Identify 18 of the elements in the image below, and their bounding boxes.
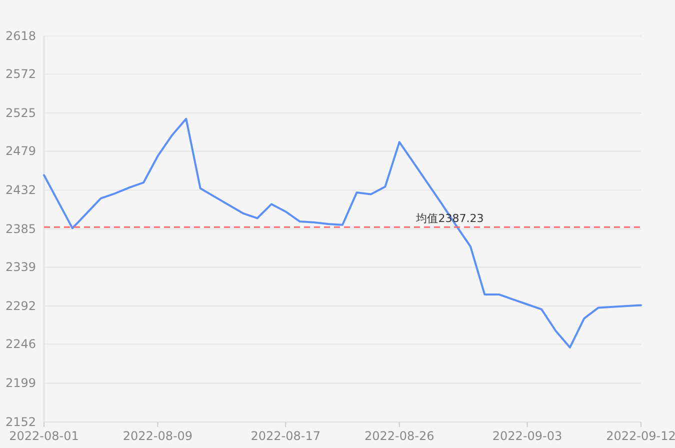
line-series xyxy=(43,118,642,348)
x-tick-label: 2022-09-03 xyxy=(492,429,562,443)
y-tick-label: 2479 xyxy=(5,144,36,158)
x-tick-label: 2022-09-12 xyxy=(606,429,675,443)
x-tick-label: 2022-08-01 xyxy=(9,429,79,443)
x-tick-label: 2022-08-09 xyxy=(122,429,193,443)
y-tick-label: 2432 xyxy=(5,183,36,198)
y-tick-label: 2525 xyxy=(5,106,36,120)
y-tick-label: 2292 xyxy=(5,299,36,314)
y-tick-label: 2385 xyxy=(5,222,36,236)
y-tick-label: 2618 xyxy=(5,29,36,43)
y-tick-label: 2572 xyxy=(5,67,36,82)
y-tick-label: 2339 xyxy=(5,260,36,274)
y-tick-label: 2246 xyxy=(5,337,36,352)
x-tick-label: 2022-08-26 xyxy=(364,429,434,443)
x-tick-label: 2022-08-17 xyxy=(250,429,321,443)
y-tick-label: 2199 xyxy=(5,376,36,390)
y-tick-label: 2152 xyxy=(5,415,36,429)
